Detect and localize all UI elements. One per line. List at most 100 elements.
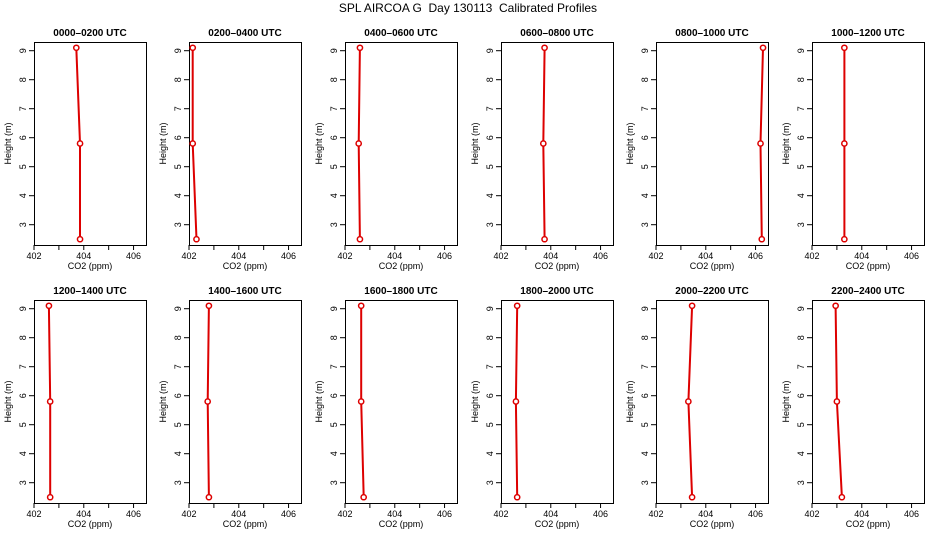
y-tick-label: 5: [18, 422, 28, 427]
y-tick-label: 5: [485, 164, 495, 169]
y-axis-label: Height (m): [3, 122, 13, 164]
y-tick-label: 9: [329, 48, 339, 53]
y-tick-label: 3: [18, 480, 28, 485]
x-tick-label: 404: [543, 509, 558, 519]
co2-data-point: [758, 235, 766, 243]
y-tick-label: 5: [329, 422, 339, 427]
co2-data-point: [204, 398, 212, 405]
plot-frame: [501, 42, 614, 246]
y-tick-label: 7: [329, 106, 339, 111]
x-tick-label: 406: [281, 509, 296, 519]
x-axis-label: CO2 (ppm): [690, 519, 735, 529]
x-tick-label: 402: [648, 509, 663, 519]
y-tick-label: 6: [796, 393, 806, 398]
plot-frame: [189, 42, 302, 246]
y-tick-label: 6: [640, 393, 650, 398]
y-tick-label: 6: [173, 135, 183, 140]
x-tick-label: 404: [231, 251, 246, 261]
panel-title: 0000–0200 UTC: [53, 28, 126, 39]
y-tick-label: 8: [173, 335, 183, 340]
profile-panel-7: 1200–1400 UTC 402 404 406 3 4 5 6 7 8 9 CO2 (ppm) He…: [3, 286, 147, 529]
y-tick-label: 5: [640, 422, 650, 427]
y-tick-label: 4: [18, 193, 28, 198]
y-tick-label: 7: [18, 364, 28, 369]
co2-data-point: [757, 140, 764, 147]
x-tick-label: 402: [337, 509, 352, 519]
y-tick-label: 4: [173, 193, 183, 198]
x-tick-label: 406: [904, 509, 919, 519]
y-tick-label: 9: [640, 306, 650, 311]
x-tick-label: 402: [26, 509, 41, 519]
y-tick-label: 7: [796, 106, 806, 111]
y-tick-label: 9: [173, 48, 183, 53]
y-tick-label: 5: [18, 164, 28, 169]
y-tick-label: 8: [796, 77, 806, 82]
x-axis-label: CO2 (ppm): [690, 261, 735, 271]
y-tick-label: 7: [485, 106, 495, 111]
co2-data-point: [76, 140, 84, 147]
x-axis-label: CO2 (ppm): [535, 261, 580, 271]
x-tick-label: 402: [181, 251, 196, 261]
y-tick-label: 8: [640, 77, 650, 82]
y-tick-label: 4: [640, 451, 650, 456]
y-axis-label: Height (m): [781, 122, 791, 164]
co2-data-point: [189, 44, 197, 52]
y-tick-label: 4: [485, 193, 495, 198]
y-tick-label: 4: [329, 193, 339, 198]
y-tick-label: 7: [796, 364, 806, 369]
x-tick-label: 402: [337, 251, 352, 261]
profile-panel-4: 0600–0800 UTC 402 404 406 3 4 5 6 7 8 9 CO2 (ppm) He…: [470, 28, 614, 271]
y-tick-label: 3: [173, 480, 183, 485]
x-tick-label: 406: [748, 251, 763, 261]
panel-title: 1000–1200 UTC: [831, 28, 904, 39]
y-tick-label: 7: [640, 364, 650, 369]
y-tick-label: 6: [640, 135, 650, 140]
panel-title: 0200–0400 UTC: [208, 28, 281, 39]
y-tick-label: 8: [485, 335, 495, 340]
y-tick-label: 9: [796, 48, 806, 53]
profile-panel-5: 0800–1000 UTC 402 404 406 3 4 5 6 7 8 9 CO2 (ppm) He…: [625, 28, 769, 271]
co2-data-point: [46, 493, 54, 501]
y-tick-label: 7: [485, 364, 495, 369]
y-tick-label: 5: [173, 164, 183, 169]
x-axis-label: CO2 (ppm): [846, 261, 891, 271]
x-tick-label: 404: [387, 509, 402, 519]
y-tick-label: 5: [485, 422, 495, 427]
y-tick-label: 5: [173, 422, 183, 427]
y-tick-label: 8: [796, 335, 806, 340]
panel-title: 0400–0600 UTC: [364, 28, 437, 39]
y-tick-label: 3: [796, 222, 806, 227]
y-tick-label: 6: [485, 393, 495, 398]
co2-data-point: [76, 235, 84, 243]
co2-data-point: [688, 493, 696, 501]
x-tick-label: 402: [26, 251, 41, 261]
x-tick-label: 406: [126, 251, 141, 261]
y-tick-label: 4: [485, 451, 495, 456]
y-tick-label: 3: [485, 480, 495, 485]
co2-data-point: [46, 398, 54, 405]
profile-panel-11: 2000–2200 UTC 402 404 406 3 4 5 6 7 8 9 CO2 (ppm) He…: [625, 286, 769, 529]
y-tick-label: 8: [329, 77, 339, 82]
y-tick-label: 8: [485, 77, 495, 82]
profile-panel-2: 0200–0400 UTC 402 404 406 3 4 5 6 7 8 9 CO2 (ppm) He…: [158, 28, 302, 271]
y-tick-label: 6: [329, 135, 339, 140]
panel-title: 2200–2400 UTC: [831, 286, 904, 297]
profile-panel-10: 1800–2000 UTC 402 404 406 3 4 5 6 7 8 9 CO2 (ppm) He…: [470, 286, 614, 529]
co2-data-point: [832, 302, 839, 310]
co2-data-point: [513, 493, 521, 501]
plot-frame: [345, 42, 458, 246]
y-axis-label: Height (m): [158, 122, 168, 164]
x-tick-label: 406: [904, 251, 919, 261]
co2-data-point: [205, 302, 213, 310]
co2-data-point: [541, 235, 548, 243]
x-tick-label: 402: [804, 509, 819, 519]
y-tick-label: 4: [329, 451, 339, 456]
co2-data-point: [685, 398, 692, 405]
y-tick-label: 5: [796, 164, 806, 169]
y-tick-label: 7: [329, 364, 339, 369]
y-tick-label: 6: [18, 135, 28, 140]
co2-data-point: [841, 140, 848, 147]
x-tick-label: 404: [698, 509, 713, 519]
plot-frame: [656, 300, 769, 504]
profile-panel-3: 0400–0600 UTC 402 404 406 3 4 5 6 7 8 9 CO2 (ppm) He…: [314, 28, 458, 271]
